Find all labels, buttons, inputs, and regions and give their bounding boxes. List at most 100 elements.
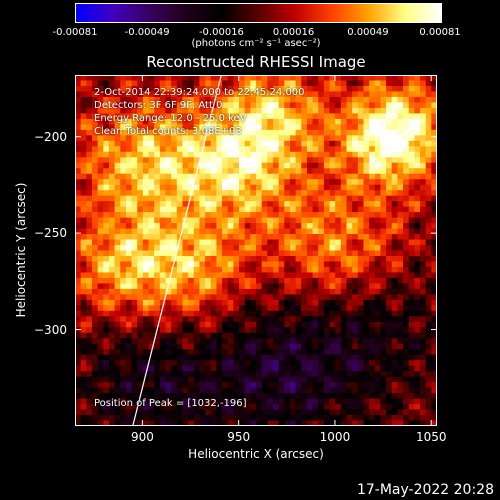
heatmap-cell	[131, 129, 138, 136]
heatmap-cell	[193, 217, 200, 224]
heatmap-cell	[374, 266, 381, 273]
heatmap-cell	[318, 371, 325, 378]
heatmap-cell	[171, 277, 178, 284]
heatmap-cell	[340, 234, 347, 240]
heatmap-cell	[250, 135, 257, 142]
heatmap-cell	[171, 245, 178, 251]
heatmap-cell	[244, 212, 251, 218]
heatmap-cell	[148, 201, 155, 208]
heatmap-cell	[323, 415, 330, 421]
heatmap-cell	[431, 382, 437, 389]
heatmap-cell	[363, 354, 370, 361]
heatmap-cell	[357, 168, 364, 175]
heatmap-cell	[380, 398, 387, 405]
heatmap-cell	[374, 294, 381, 301]
heatmap-cell	[374, 184, 381, 191]
heatmap-cell	[284, 283, 291, 290]
heatmap-cell	[233, 228, 240, 235]
heatmap-cell	[284, 146, 291, 153]
heatmap-cell	[216, 371, 223, 378]
heatmap-cell	[369, 168, 376, 175]
heatmap-cell	[312, 360, 319, 367]
heatmap-cell	[114, 420, 121, 426]
heatmap-cell	[108, 382, 115, 389]
heatmap-cell	[137, 162, 144, 169]
heatmap-cell	[239, 239, 246, 246]
heatmap-cell	[120, 332, 127, 339]
heatmap-cell	[75, 168, 82, 175]
heatmap-cell	[193, 250, 200, 257]
heatmap-cell	[148, 299, 155, 306]
heatmap-cell	[239, 107, 246, 114]
heatmap-cell	[91, 118, 99, 125]
heatmap-cell	[159, 294, 166, 301]
heatmap-cell	[391, 365, 398, 372]
heatmap-cell	[216, 179, 223, 186]
heatmap-cell	[75, 162, 82, 169]
heatmap-cell	[306, 146, 313, 153]
heatmap-cell	[182, 305, 189, 312]
heatmap-cell	[352, 162, 359, 169]
heatmap-cell	[120, 135, 127, 142]
heatmap-cell	[137, 129, 144, 136]
heatmap-cell	[250, 250, 257, 257]
heatmap-cell	[363, 239, 370, 246]
heatmap-cell	[278, 305, 285, 312]
heatmap-cell	[97, 409, 104, 416]
heatmap-cell	[120, 118, 127, 125]
heatmap-cell	[380, 168, 387, 175]
heatmap-cell	[159, 135, 166, 142]
heatmap-cell	[414, 250, 421, 257]
heatmap-cell	[289, 316, 296, 323]
heatmap-cell	[227, 245, 234, 251]
heatmap-cell	[137, 91, 144, 98]
heatmap-cell	[284, 299, 291, 306]
heatmap-cell	[352, 349, 359, 356]
heatmap-cell	[137, 371, 144, 378]
heatmap-cell	[397, 310, 404, 317]
heatmap-cell	[352, 283, 359, 290]
heatmap-cell	[103, 360, 110, 367]
heatmap-cell	[306, 102, 313, 109]
heatmap-cell	[335, 135, 342, 142]
heatmap-cell	[148, 409, 155, 416]
heatmap-cell	[137, 382, 144, 389]
heatmap-cell	[323, 349, 330, 356]
heatmap-cell	[363, 387, 370, 394]
heatmap-cell	[335, 371, 342, 378]
heatmap-cell	[403, 228, 410, 235]
heatmap-cell	[125, 299, 132, 306]
heatmap-cell	[357, 360, 364, 367]
heatmap-cell	[369, 321, 376, 328]
heatmap-cell	[369, 332, 376, 339]
heatmap-cell	[239, 288, 246, 295]
heatmap-cell	[182, 398, 189, 405]
heatmap-cell	[131, 310, 138, 317]
heatmap-cell	[323, 327, 330, 334]
heatmap-cell	[391, 223, 398, 229]
heatmap-cell	[188, 223, 195, 229]
heatmap-cell	[137, 404, 144, 410]
heatmap-cell	[306, 129, 313, 136]
heatmap-cell	[125, 250, 132, 257]
heatmap-cell	[352, 376, 359, 383]
heatmap-cell	[114, 173, 121, 180]
heatmap-cell	[80, 184, 87, 191]
heatmap-cell	[346, 409, 353, 416]
heatmap-cell	[159, 179, 166, 186]
heatmap-cell	[256, 184, 263, 191]
heatmap-cell	[188, 135, 195, 142]
heatmap-cell	[306, 332, 313, 339]
heatmap-cell	[301, 234, 308, 240]
heatmap-cell	[142, 223, 149, 229]
heatmap-cell	[182, 349, 189, 356]
heatmap-cell	[425, 206, 432, 213]
heatmap-cell	[357, 261, 364, 268]
heatmap-cell	[114, 250, 121, 257]
heatmap-cell	[261, 266, 268, 273]
heatmap-cell	[80, 327, 87, 334]
heatmap-cell	[199, 190, 206, 197]
heatmap-cell	[216, 332, 223, 339]
heatmap-cell	[318, 382, 325, 389]
heatmap-cell	[103, 409, 110, 416]
